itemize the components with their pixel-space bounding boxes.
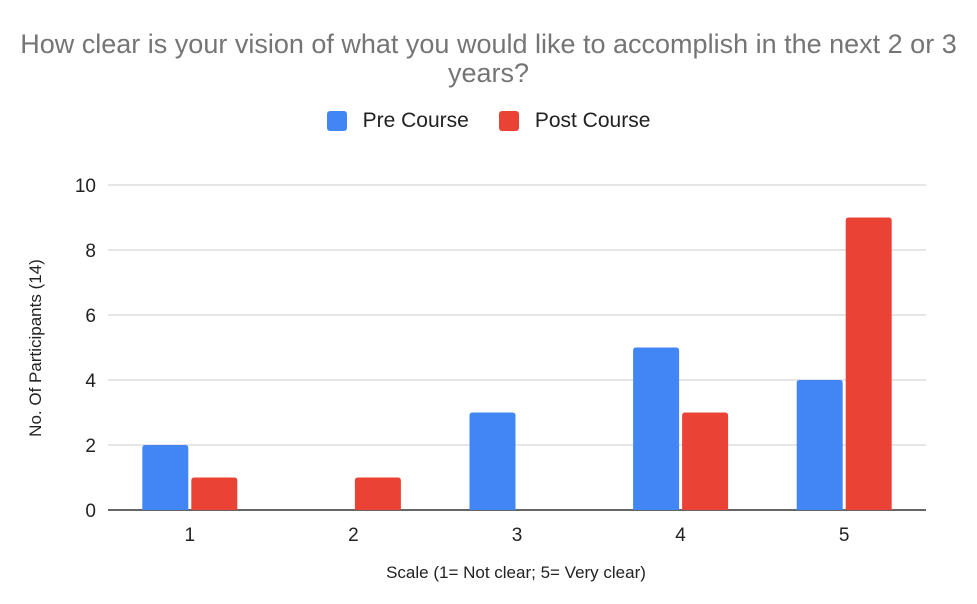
x-tick-label: 1 — [185, 525, 196, 546]
legend-swatch-pre-course — [326, 111, 347, 131]
x-axis-title: Scale (1= Not clear; 5= Very clear) — [386, 563, 646, 582]
y-tick-label: 2 — [85, 436, 96, 457]
bar-pre-course-3 — [469, 412, 516, 510]
legend-swatch-post-course — [498, 111, 519, 131]
y-tick-label: 6 — [85, 306, 96, 327]
legend-item-post-course: Post Course — [498, 109, 651, 133]
bar-post-course-4 — [682, 412, 729, 510]
chart-title: How clear is your vision of what you wou… — [20, 29, 957, 88]
bar-pre-course-5 — [796, 380, 843, 510]
y-tick-label: 0 — [85, 501, 96, 522]
bar-pre-course-1 — [142, 445, 189, 510]
y-tick-label: 4 — [85, 371, 96, 392]
y-axis-title: No. Of Participants (14) — [26, 259, 45, 437]
bar-pre-course-4 — [633, 347, 680, 510]
bar-post-course-1 — [191, 477, 238, 510]
x-tick-label: 5 — [839, 525, 850, 546]
legend-item-pre-course: Pre Course — [326, 109, 469, 133]
x-tick-label: 4 — [675, 525, 686, 546]
bar-post-course-2 — [354, 477, 401, 510]
x-tick-labels: 1 2 3 4 5 — [185, 525, 850, 546]
legend-label-pre-course: Pre Course — [362, 109, 469, 132]
y-tick-label: 10 — [75, 176, 96, 197]
legend: Pre Course Post Course — [0, 109, 977, 133]
x-tick-label: 2 — [348, 525, 359, 546]
gridlines — [108, 184, 926, 511]
bar-post-course-5 — [845, 217, 892, 510]
legend-label-post-course: Post Course — [534, 109, 651, 132]
x-tick-label: 3 — [512, 525, 523, 546]
y-tick-label: 8 — [85, 241, 96, 262]
bars — [142, 217, 892, 510]
y-tick-labels: 0 2 4 6 8 10 — [75, 176, 97, 522]
